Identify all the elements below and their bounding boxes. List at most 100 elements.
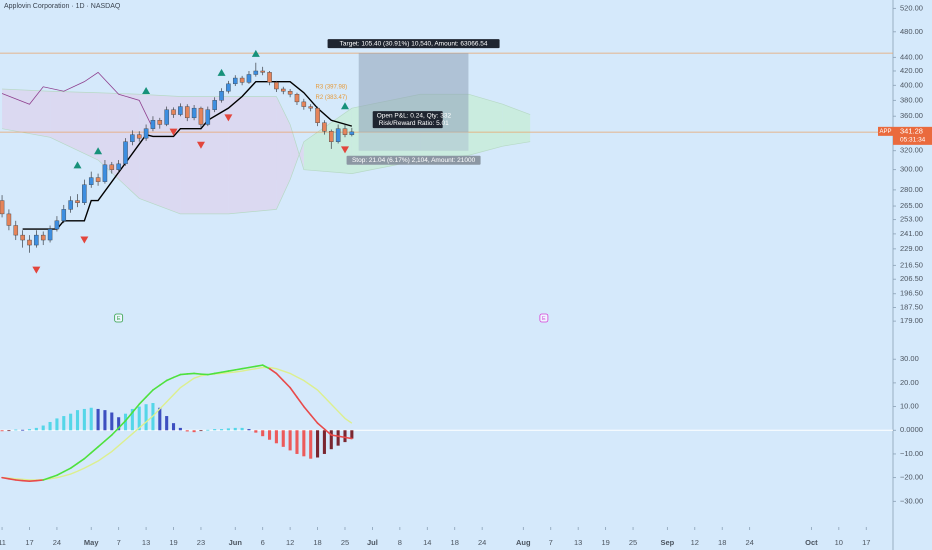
- stop-zone: [358, 132, 469, 151]
- histogram-bar: [165, 416, 169, 431]
- macd-line-segment: [309, 414, 319, 424]
- price-tag: [893, 126, 932, 145]
- candle-body: [287, 91, 293, 95]
- macd-line-segment: [83, 451, 93, 460]
- x-tick-label: 11: [0, 538, 6, 547]
- buy-signal: [251, 49, 260, 57]
- x-tick-label: 18: [313, 538, 321, 547]
- macd-line-segment: [172, 373, 182, 379]
- x-tick-label: 25: [629, 538, 637, 547]
- histogram-bar: [137, 406, 141, 431]
- histogram-bar: [343, 430, 347, 443]
- candle-body: [253, 70, 259, 75]
- y-tick-label: 265.00: [900, 201, 923, 210]
- candle-body: [294, 94, 300, 103]
- x-tick-label: 19: [169, 538, 177, 547]
- macd-line-segment: [282, 379, 291, 389]
- y-tick-label: −10.00: [900, 449, 923, 458]
- candle-body: [88, 177, 94, 185]
- candle-body: [349, 131, 355, 135]
- x-tick-label: 18: [451, 538, 459, 547]
- candle-body: [109, 164, 115, 170]
- x-tick-label: Jun: [229, 538, 243, 547]
- macd-line-segment: [90, 446, 99, 454]
- pivot-label: R3 (397.98): [315, 84, 347, 90]
- x-tick-label: 17: [25, 538, 33, 547]
- histogram-bar: [123, 413, 128, 431]
- histogram-bar: [329, 430, 333, 450]
- target-label: Target: 105.40 (30.91%) 10,540, Amount: …: [340, 40, 488, 47]
- buy-signal: [73, 161, 82, 169]
- x-tick-label: 25: [341, 538, 349, 547]
- cloud-segment: [180, 96, 229, 214]
- histogram-bar: [144, 404, 148, 431]
- macd-line-segment: [303, 405, 312, 416]
- macd-line-segment: [207, 372, 216, 376]
- symbol-tag: [878, 126, 893, 136]
- earnings-marker: [114, 313, 124, 323]
- macd-line-segment: [159, 379, 168, 387]
- histogram-bar: [240, 427, 244, 431]
- macd-line-segment: [255, 364, 264, 368]
- candle-body: [171, 109, 176, 115]
- candle-body: [329, 131, 334, 142]
- candle-body: [123, 141, 128, 165]
- buy-signal: [94, 147, 103, 155]
- macd-line-segment: [248, 365, 257, 369]
- cloud-segment: [2, 88, 51, 138]
- histogram-bar: [130, 408, 134, 431]
- histogram-bar: [178, 427, 182, 431]
- countdown-label: 05:31:34: [900, 137, 926, 144]
- x-tick-label: 6: [261, 538, 265, 547]
- candle-body: [61, 209, 67, 221]
- macd-line-segment: [152, 384, 161, 391]
- cloud-segment: [290, 124, 304, 180]
- candle-body: [198, 107, 204, 125]
- histogram-bar: [185, 430, 189, 432]
- macd-line-segment: [220, 370, 230, 374]
- cloud-segment: [303, 108, 352, 174]
- histogram-bar: [233, 427, 237, 431]
- y-tick-label: 179.00: [900, 316, 923, 325]
- candle-body: [335, 128, 341, 142]
- histogram-bar: [48, 421, 52, 431]
- histogram-bar: [103, 410, 107, 431]
- sell-signal: [340, 146, 349, 154]
- y-tick-label: 187.50: [900, 302, 923, 311]
- macd-line-segment: [275, 372, 285, 382]
- histogram-bar: [7, 430, 11, 432]
- cloud-segment: [228, 96, 277, 214]
- macd-line-segment: [296, 396, 305, 408]
- x-tick-label: 24: [745, 538, 753, 547]
- candle-body: [232, 77, 238, 85]
- macd-line-segment: [62, 467, 72, 473]
- macd-line-segment: [49, 474, 58, 479]
- y-tick-label: 420.00: [900, 66, 923, 75]
- histogram-bar: [213, 429, 217, 431]
- macd-line-segment: [8, 478, 17, 481]
- histogram-bar: [261, 430, 265, 437]
- candle-body: [178, 106, 183, 115]
- histogram-bar: [0, 430, 4, 432]
- histogram-bar: [288, 430, 292, 451]
- histogram-bar: [171, 423, 176, 431]
- macd-line-segment: [165, 376, 175, 382]
- histogram-bar: [62, 416, 66, 431]
- y-tick-label: 480.00: [900, 27, 923, 36]
- y-tick-label: 229.00: [900, 244, 923, 253]
- histogram-bar: [219, 429, 224, 431]
- x-tick-label: 7: [549, 538, 553, 547]
- macd-line-segment: [56, 470, 65, 477]
- histogram-bar: [117, 417, 121, 431]
- macd-line-segment: [289, 386, 298, 398]
- histogram-bar: [281, 430, 285, 447]
- histogram-bar: [350, 430, 354, 439]
- candle-body: [191, 107, 197, 119]
- candle-body: [6, 213, 12, 226]
- x-tick-label: 17: [862, 538, 870, 547]
- earnings-label: E: [117, 316, 121, 322]
- macd-line-segment: [227, 369, 237, 372]
- y-tick-label: 380.00: [900, 95, 923, 104]
- histogram-bar: [247, 429, 251, 431]
